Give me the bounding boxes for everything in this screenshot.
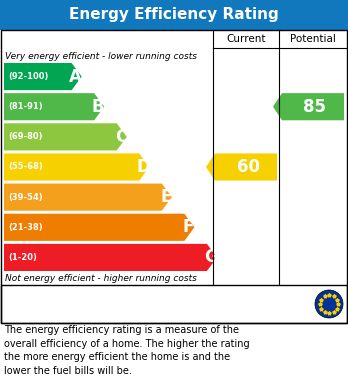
- Polygon shape: [273, 93, 344, 120]
- Circle shape: [315, 290, 343, 318]
- Text: (69-80): (69-80): [8, 133, 42, 142]
- Text: D: D: [136, 158, 150, 176]
- Text: The energy efficiency rating is a measure of the
overall efficiency of a home. T: The energy efficiency rating is a measur…: [4, 325, 250, 376]
- Text: (92-100): (92-100): [8, 72, 48, 81]
- Polygon shape: [4, 123, 127, 151]
- Text: E: E: [160, 188, 172, 206]
- Text: EU Directive
2002/91/EC: EU Directive 2002/91/EC: [217, 292, 277, 316]
- Text: A: A: [69, 68, 82, 86]
- Text: England & Wales: England & Wales: [6, 295, 163, 313]
- Text: Energy Efficiency Rating: Energy Efficiency Rating: [69, 7, 279, 23]
- Bar: [0, 0, 348, 30]
- Text: F: F: [183, 218, 194, 236]
- Text: Not energy efficient - higher running costs: Not energy efficient - higher running co…: [5, 274, 197, 283]
- Bar: [1, 285, 347, 323]
- Text: (39-54): (39-54): [8, 193, 42, 202]
- Text: (81-91): (81-91): [8, 102, 42, 111]
- Text: (1-20): (1-20): [8, 253, 37, 262]
- Polygon shape: [4, 214, 195, 241]
- Text: C: C: [114, 128, 127, 146]
- Text: 85: 85: [303, 98, 326, 116]
- Text: 60: 60: [237, 158, 260, 176]
- Text: (21-38): (21-38): [8, 223, 42, 232]
- Polygon shape: [4, 183, 172, 211]
- Polygon shape: [4, 244, 217, 271]
- Text: Very energy efficient - lower running costs: Very energy efficient - lower running co…: [5, 52, 197, 61]
- Bar: [1, 30, 347, 323]
- Text: Potential: Potential: [290, 34, 336, 44]
- Polygon shape: [4, 63, 82, 90]
- Text: (55-68): (55-68): [8, 163, 43, 172]
- Text: Current: Current: [226, 34, 266, 44]
- Text: B: B: [92, 98, 104, 116]
- Polygon shape: [4, 153, 149, 181]
- Polygon shape: [4, 93, 104, 120]
- Polygon shape: [206, 153, 277, 181]
- Text: G: G: [204, 248, 218, 266]
